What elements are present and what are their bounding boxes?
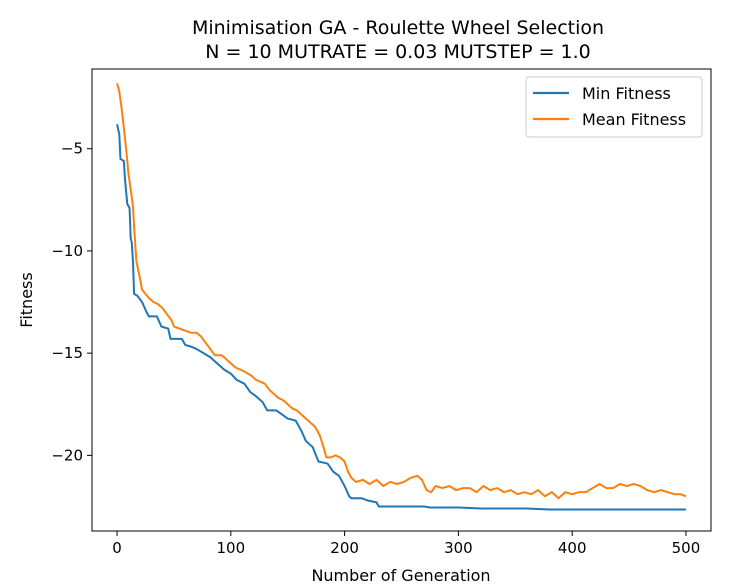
x-tick-label: 400: [558, 539, 587, 557]
y-tick-label: −20: [51, 446, 83, 464]
y-tick-label: −10: [51, 242, 83, 260]
x-axis-label: Number of Generation: [311, 566, 490, 585]
x-tick-label: 200: [330, 539, 359, 557]
series-line-mean-fitness: [116, 83, 687, 500]
legend-box: [525, 76, 703, 138]
legend: Min Fitness Mean Fitness: [525, 76, 703, 138]
chart-subtitle: N = 10 MUTRATE = 0.03 MUTSTEP = 1.0: [205, 41, 591, 63]
x-axis-ticks: 0 100 200 300 400 500: [112, 531, 700, 557]
y-tick-label: −5: [61, 140, 83, 158]
x-tick-label: 100: [216, 539, 245, 557]
x-tick-label: 300: [444, 539, 473, 557]
y-axis-ticks: −5 −10 −15 −20: [51, 140, 92, 464]
axes-frame: [91, 68, 712, 532]
y-tick-label: −15: [51, 344, 83, 362]
legend-label-mean-fitness: Mean Fitness: [582, 110, 686, 129]
plot-lines: [116, 83, 687, 511]
legend-label-min-fitness: Min Fitness: [582, 84, 671, 103]
series-line-min-fitness: [116, 123, 686, 511]
x-tick-label: 0: [112, 539, 122, 557]
x-tick-label: 500: [672, 539, 701, 557]
y-axis-label: Fitness: [17, 272, 36, 327]
chart-title: Minimisation GA - Roulette Wheel Selecti…: [192, 17, 604, 39]
